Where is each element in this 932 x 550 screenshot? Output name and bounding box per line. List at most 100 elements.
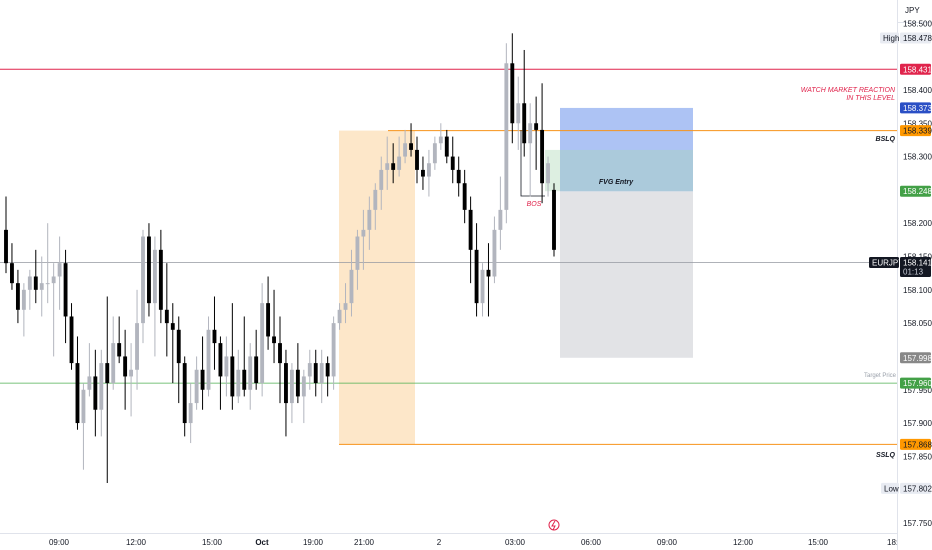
- candle-body: [373, 189, 378, 210]
- candle-body: [474, 249, 479, 304]
- high-label: High: [883, 34, 899, 43]
- candle-body: [4, 229, 8, 264]
- high-value-bg: [900, 32, 931, 44]
- red-level-tag: 158.431: [903, 65, 932, 74]
- price-tick-label: 157.750: [903, 519, 932, 528]
- candle-body: [438, 136, 443, 144]
- time-tick-label: 15:00: [808, 538, 829, 547]
- time-axis[interactable]: 09:00 12:00 15:00 Oct 19:00 21:00 2 03:00 06:00 0…: [0, 519, 903, 550]
- candle: [474, 223, 479, 317]
- candle-body: [230, 356, 235, 397]
- time-tick-label: 18:0: [887, 538, 903, 547]
- candle-body: [75, 363, 80, 424]
- candle-body: [147, 236, 151, 304]
- price-tick-label: 158.300: [903, 153, 932, 162]
- time-tick-label: Oct: [255, 538, 269, 547]
- candle-body: [206, 329, 211, 390]
- candle: [63, 249, 68, 344]
- candle-body: [528, 123, 533, 144]
- candle: [93, 349, 98, 437]
- candle-body: [391, 163, 396, 170]
- candle-body: [194, 369, 199, 404]
- sslq-tag: 157.868: [903, 440, 932, 449]
- candle: [33, 249, 38, 304]
- candle: [147, 223, 151, 317]
- time-tick-label: 09:00: [49, 538, 70, 547]
- candle-body: [45, 283, 50, 285]
- candle: [188, 383, 193, 444]
- candle: [373, 183, 378, 230]
- price-tick-label: 157.850: [903, 452, 932, 461]
- candle-body: [51, 276, 56, 284]
- candle: [236, 349, 241, 404]
- bslq-tag-bg: [900, 125, 931, 137]
- candle-body: [343, 303, 348, 310]
- candle-body: [152, 249, 157, 304]
- candle-body: [295, 369, 300, 397]
- watch-note-line1: WATCH MARKET REACTION: [801, 87, 896, 94]
- candle-body: [224, 356, 229, 377]
- time-axis-background: [0, 533, 897, 550]
- currency-label: JPY: [905, 6, 920, 15]
- candle-body: [111, 343, 116, 384]
- candle: [194, 356, 199, 410]
- candle: [230, 303, 235, 410]
- target-tag: 157.960: [903, 379, 932, 388]
- candle-body: [266, 303, 271, 337]
- candle-body: [212, 329, 217, 344]
- candle: [301, 369, 306, 424]
- price-tick-label: 157.900: [903, 419, 932, 428]
- fvg-inner-zone: [560, 149, 693, 192]
- current-price-tag: 158.141: [903, 259, 932, 268]
- candle: [266, 276, 271, 350]
- candle-body: [301, 376, 306, 397]
- target-box: [560, 191, 693, 358]
- candle: [379, 156, 384, 210]
- candle: [21, 283, 26, 337]
- candle-body: [486, 269, 491, 277]
- candle-body: [33, 276, 38, 290]
- candle-body: [492, 229, 497, 277]
- candle-body: [135, 323, 139, 370]
- low-value: 157.802: [903, 484, 932, 493]
- bslq-label: BSLQ: [876, 136, 896, 143]
- box-bottom-tag: 157.998: [903, 354, 932, 363]
- candle: [4, 196, 8, 274]
- box-bottom-tag-bg: [900, 352, 931, 364]
- candle-body: [182, 363, 187, 424]
- candle: [480, 263, 485, 317]
- alert-lightning-icon[interactable]: [548, 519, 560, 531]
- price-tick-label: 158.100: [903, 286, 932, 295]
- candle-body: [355, 236, 360, 270]
- candle: [242, 316, 247, 397]
- candle: [152, 236, 157, 357]
- candle-body: [236, 369, 241, 397]
- candle: [438, 123, 443, 150]
- candle-body: [432, 143, 437, 164]
- candle-body: [99, 363, 104, 410]
- price-tick-label: 158.200: [903, 219, 932, 228]
- candle: [462, 169, 467, 224]
- candle: [361, 209, 366, 270]
- candle-body: [510, 63, 515, 124]
- candle: [546, 156, 550, 197]
- candle-body: [27, 276, 32, 290]
- low-label-bg: [881, 482, 899, 494]
- candle-body: [218, 343, 223, 377]
- candle-body: [540, 129, 545, 184]
- candle-body: [426, 163, 431, 177]
- candle-body: [117, 343, 122, 357]
- candle-body: [170, 323, 175, 330]
- candle: [69, 303, 74, 370]
- candle-body: [331, 323, 336, 377]
- candle-body: [403, 143, 408, 157]
- candle: [51, 263, 56, 357]
- candle-body: [93, 376, 98, 410]
- plot-background: [0, 0, 897, 533]
- candle-body: [39, 283, 44, 290]
- candle-body: [69, 316, 74, 364]
- candle: [468, 196, 473, 284]
- candle: [105, 296, 110, 484]
- candle: [331, 316, 336, 390]
